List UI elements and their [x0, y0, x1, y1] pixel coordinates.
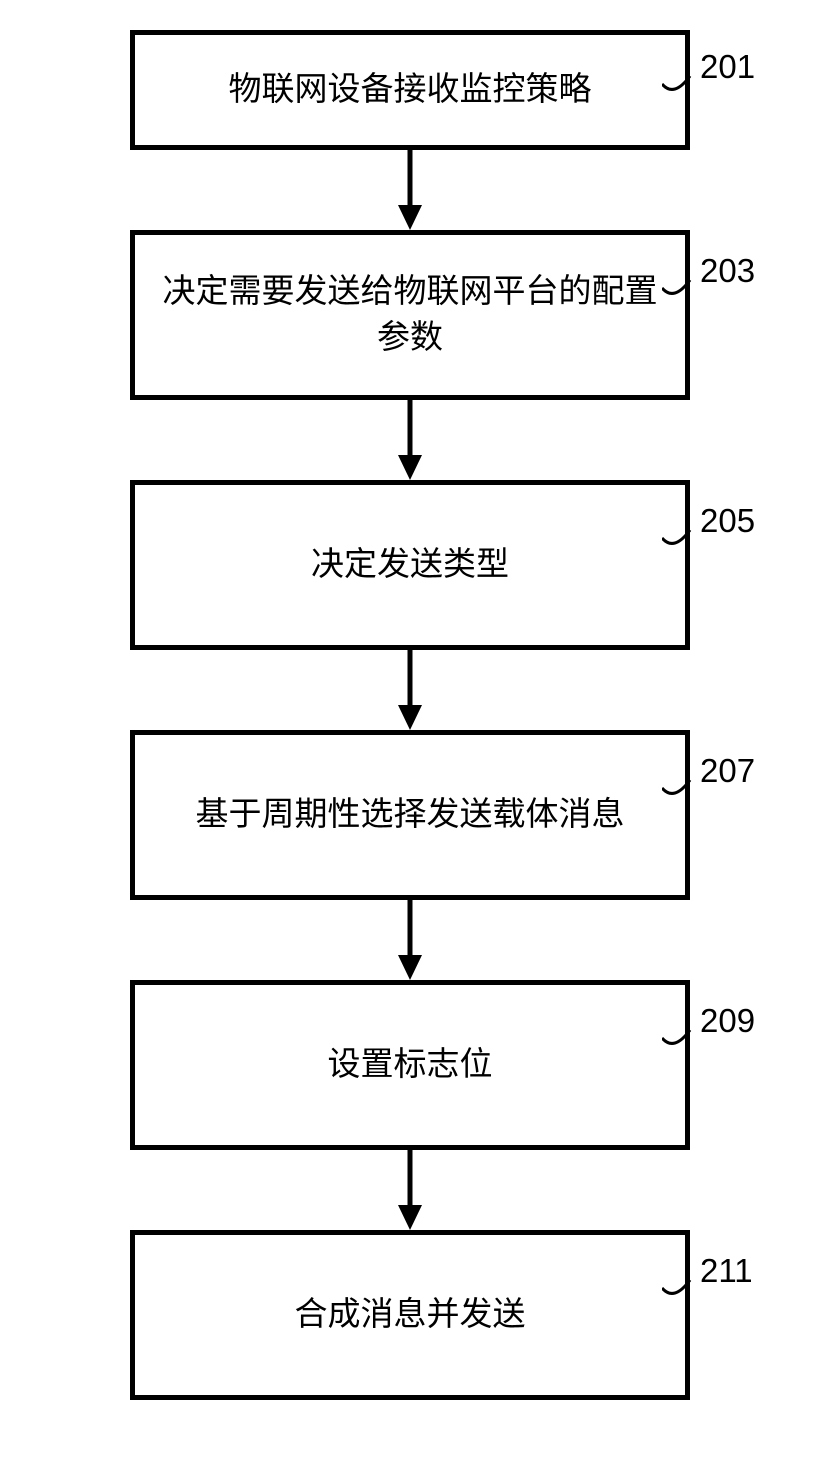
node-box-203: 决定需要发送给物联网平台的配置参数 [130, 230, 690, 400]
flowchart-node: 基于周期性选择发送载体消息 207 [50, 730, 770, 900]
node-label: 205 [700, 502, 755, 540]
label-tick-icon [662, 780, 692, 805]
arrow-down-icon [390, 900, 430, 980]
flowchart-node: 决定发送类型 205 [50, 480, 770, 650]
label-tick-icon [662, 280, 692, 305]
flowchart-container: 物联网设备接收监控策略 201 决定需要发送给物联网平台的配置参数 203 决定… [50, 30, 770, 1400]
flowchart-arrow [130, 650, 690, 730]
flowchart-node: 物联网设备接收监控策略 201 [50, 30, 770, 150]
node-label: 211 [700, 1252, 753, 1290]
flowchart-arrow [130, 1150, 690, 1230]
flowchart-node: 设置标志位 209 [50, 980, 770, 1150]
node-text: 合成消息并发送 [295, 1292, 526, 1338]
node-text: 物联网设备接收监控策略 [229, 67, 592, 113]
node-text: 决定需要发送给物联网平台的配置参数 [155, 269, 665, 361]
node-box-201: 物联网设备接收监控策略 [130, 30, 690, 150]
node-box-205: 决定发送类型 [130, 480, 690, 650]
node-box-211: 合成消息并发送 [130, 1230, 690, 1400]
arrow-down-icon [390, 1150, 430, 1230]
arrow-down-icon [390, 650, 430, 730]
label-tick-icon [662, 530, 692, 555]
flowchart-node: 决定需要发送给物联网平台的配置参数 203 [50, 230, 770, 400]
node-label: 203 [700, 252, 755, 290]
flowchart-arrow [130, 150, 690, 230]
arrow-down-icon [390, 400, 430, 480]
arrow-down-icon [390, 150, 430, 230]
node-text: 基于周期性选择发送载体消息 [196, 792, 625, 838]
node-label: 209 [700, 1002, 755, 1040]
node-text: 决定发送类型 [311, 542, 509, 588]
node-box-209: 设置标志位 [130, 980, 690, 1150]
label-tick-icon [662, 1280, 692, 1305]
node-label: 207 [700, 752, 755, 790]
label-tick-icon [662, 1030, 692, 1055]
label-tick-icon [662, 76, 692, 101]
flowchart-arrow [130, 900, 690, 980]
node-text: 设置标志位 [328, 1042, 493, 1088]
node-label: 201 [700, 48, 755, 86]
node-box-207: 基于周期性选择发送载体消息 [130, 730, 690, 900]
flowchart-node: 合成消息并发送 211 [50, 1230, 770, 1400]
flowchart-arrow [130, 400, 690, 480]
